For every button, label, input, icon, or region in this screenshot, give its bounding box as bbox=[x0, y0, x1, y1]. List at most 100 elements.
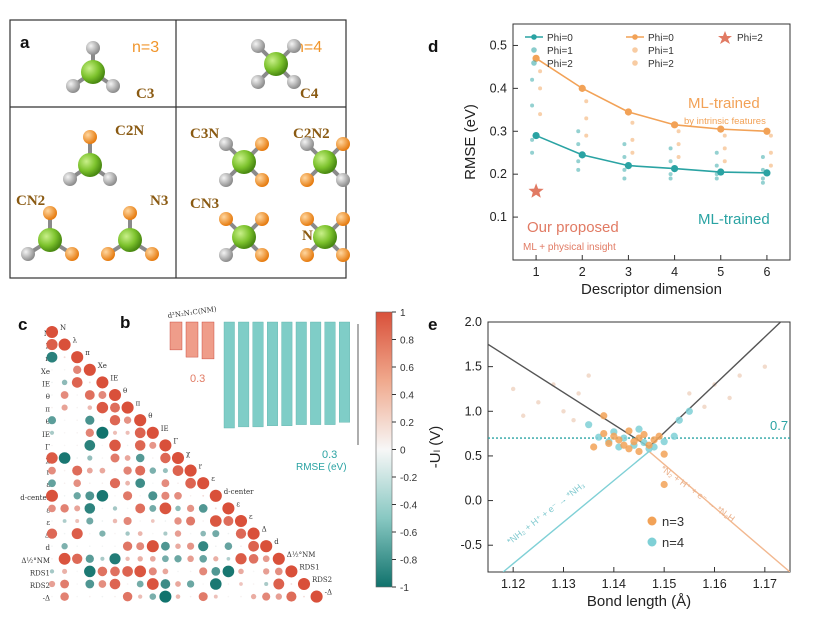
row-label: r bbox=[47, 469, 51, 477]
series-point bbox=[717, 125, 725, 133]
corr-cell bbox=[214, 507, 217, 510]
corr-cell bbox=[310, 590, 323, 603]
corr-cell bbox=[109, 439, 121, 452]
corr-cell bbox=[85, 428, 94, 437]
scatter-point bbox=[722, 133, 727, 138]
bar-negative bbox=[310, 321, 322, 425]
cn2-label: CN2 bbox=[16, 193, 45, 209]
corr-cell bbox=[89, 532, 91, 535]
corr-cell bbox=[161, 541, 170, 551]
bar-label-neg: 0.3 bbox=[322, 449, 337, 461]
row-label: Δ½°NM bbox=[21, 557, 50, 565]
scatter-point bbox=[584, 116, 589, 121]
scatter-point bbox=[760, 176, 765, 181]
corr-cell bbox=[101, 444, 104, 447]
point-n4 bbox=[635, 425, 643, 433]
c3-label: C3 bbox=[136, 86, 154, 102]
rmse-label: RMSE (eV) bbox=[296, 462, 347, 473]
point-n3 bbox=[650, 436, 658, 444]
boron-atom bbox=[118, 228, 142, 252]
series-point bbox=[717, 168, 725, 176]
corr-cell bbox=[209, 489, 222, 502]
panel-c: c b NNλλππXeXeIEIEθθππθθIEIEΓΓχχrrεεd-ce… bbox=[18, 305, 418, 603]
point-n4 bbox=[670, 432, 678, 440]
corr-cell bbox=[110, 566, 120, 577]
bar-negative bbox=[223, 321, 235, 429]
faint-point bbox=[762, 364, 768, 369]
carbon-atom bbox=[21, 247, 35, 261]
corr-cell bbox=[260, 540, 273, 553]
corr-cell bbox=[123, 516, 132, 526]
carbon-atom bbox=[63, 172, 77, 186]
bar-negative bbox=[295, 321, 307, 425]
corr-cell bbox=[159, 590, 172, 603]
corr-cell bbox=[215, 545, 217, 547]
corr-cell bbox=[185, 477, 196, 489]
corr-cell bbox=[76, 583, 78, 585]
corr-cell bbox=[123, 491, 133, 501]
bar-negative bbox=[324, 321, 336, 425]
boron-atom bbox=[38, 228, 62, 252]
x-tick-label: 3 bbox=[625, 265, 632, 279]
c2n2-label: C2N2 bbox=[293, 126, 330, 142]
scatter-point bbox=[530, 77, 535, 82]
corr-cell bbox=[177, 482, 179, 485]
scatter-point bbox=[576, 159, 581, 164]
diag-label: π bbox=[136, 400, 141, 408]
cbar-tick-label: -0.8 bbox=[400, 556, 418, 567]
corr-cell bbox=[86, 517, 94, 525]
corr-cell bbox=[63, 369, 66, 371]
legend-label: Phi=0 bbox=[547, 33, 573, 44]
legend-label: Phi=1 bbox=[648, 46, 674, 57]
series-point bbox=[763, 127, 771, 135]
corr-cell bbox=[175, 505, 181, 512]
row-label: d bbox=[46, 544, 51, 552]
corr-cell bbox=[101, 545, 104, 547]
corr-cell bbox=[227, 583, 230, 585]
faint-point bbox=[586, 373, 591, 378]
cbar-tick-label: 0.4 bbox=[400, 391, 414, 402]
corr-cell bbox=[235, 553, 247, 565]
corr-cell bbox=[264, 581, 269, 587]
panel-c-label: c bbox=[18, 315, 27, 334]
corr-cell bbox=[98, 580, 107, 588]
diag-label: Δ½°NM bbox=[287, 551, 316, 559]
corr-cell bbox=[110, 453, 120, 463]
corr-cell bbox=[48, 504, 56, 513]
point-n3 bbox=[615, 436, 623, 444]
carbon-atom bbox=[300, 137, 314, 151]
corr-cell bbox=[177, 570, 179, 573]
corr-cell bbox=[149, 593, 157, 600]
scatter-point bbox=[530, 150, 535, 155]
scatter-point bbox=[722, 146, 727, 151]
corr-cell bbox=[171, 451, 185, 465]
corr-cell bbox=[187, 555, 194, 563]
corr-cell bbox=[61, 379, 68, 386]
corr-cell bbox=[248, 540, 259, 552]
carbon-atom bbox=[287, 75, 301, 89]
corr-cell bbox=[126, 507, 129, 510]
scatter-point bbox=[622, 176, 627, 181]
corr-cell bbox=[136, 580, 144, 588]
faint-point bbox=[536, 400, 541, 405]
n3-mol-label: N3 bbox=[150, 193, 168, 209]
corr-cell bbox=[198, 592, 208, 602]
nitrogen-atom bbox=[336, 137, 350, 151]
series-point bbox=[624, 162, 633, 170]
corr-cell bbox=[112, 430, 118, 435]
corr-cell bbox=[137, 556, 143, 562]
corr-cell bbox=[100, 556, 105, 561]
corr-cell bbox=[303, 595, 305, 598]
corr-cell bbox=[96, 376, 109, 389]
diag-label: d bbox=[274, 538, 279, 546]
corr-cell bbox=[252, 583, 255, 585]
corr-cell bbox=[63, 432, 66, 434]
row-label: IE bbox=[42, 380, 50, 388]
point-n4 bbox=[595, 433, 603, 441]
row-label: RDS2 bbox=[30, 582, 50, 590]
scatter-point bbox=[630, 137, 635, 142]
boron-atom bbox=[78, 153, 102, 177]
scatter-point bbox=[576, 167, 581, 172]
corr-cell bbox=[125, 430, 130, 435]
scatter-point bbox=[676, 155, 681, 160]
